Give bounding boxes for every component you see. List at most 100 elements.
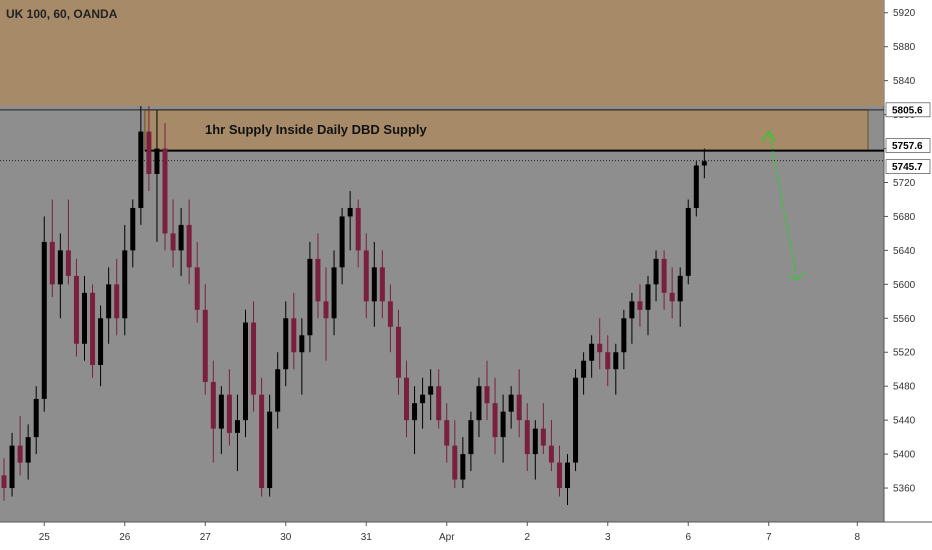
candle: [299, 318, 305, 395]
candle: [98, 305, 104, 387]
price-badge: 5757.6: [885, 138, 931, 153]
candle: [275, 352, 281, 429]
candle: [645, 275, 651, 336]
candle: [428, 369, 434, 421]
candle-body: [170, 233, 176, 251]
x-tick-label: 31: [361, 532, 373, 543]
candle: [194, 241, 200, 323]
candle-body: [65, 250, 71, 276]
candle: [234, 394, 240, 472]
candle: [363, 233, 369, 319]
candle: [17, 415, 23, 476]
candle-body: [436, 386, 442, 421]
candle: [82, 275, 87, 361]
candle: [605, 335, 611, 387]
candle-body: [315, 258, 321, 302]
candle-body: [371, 267, 377, 302]
candle-body: [412, 403, 418, 421]
candle: [669, 267, 675, 319]
candle: [218, 386, 224, 455]
candle: [49, 199, 55, 298]
price-axis-panel: [884, 0, 932, 522]
candle-body: [540, 428, 546, 446]
candle: [524, 403, 530, 472]
candle: [476, 377, 482, 438]
x-tick-label: 8: [855, 532, 861, 543]
candle-body: [476, 386, 482, 421]
x-tick-label: 7: [766, 532, 772, 543]
time-axis-panel: [0, 522, 932, 550]
candle: [637, 284, 643, 327]
candle-body: [653, 258, 659, 285]
chart-title: UK 100, 60, OANDA: [6, 7, 118, 21]
candle-body: [669, 292, 675, 302]
candle-body: [605, 352, 611, 370]
candle-body: [202, 309, 208, 382]
price-badge-label: 5745.7: [892, 162, 923, 173]
candle: [323, 267, 329, 361]
candle-body: [49, 241, 55, 285]
candle-body: [41, 241, 47, 399]
candle: [677, 267, 683, 327]
candle: [267, 394, 273, 497]
candle-body: [73, 275, 79, 344]
x-tick-label: 27: [200, 532, 212, 543]
candle-body: [379, 267, 385, 302]
candle-body: [243, 322, 248, 421]
candle: [371, 241, 377, 327]
candle: [661, 250, 667, 310]
y-tick-label: 5520: [893, 348, 916, 359]
candle-body: [251, 322, 257, 395]
candle: [259, 377, 265, 497]
candle-body: [194, 267, 200, 310]
candle: [355, 199, 361, 268]
candle-body: [701, 161, 707, 166]
candle-body: [508, 394, 514, 412]
candle: [33, 386, 39, 455]
candle-body: [363, 250, 369, 302]
candle: [146, 106, 152, 191]
candle: [41, 216, 47, 412]
candle: [226, 369, 232, 446]
candle-body: [685, 207, 691, 276]
candle: [154, 110, 160, 242]
candle: [291, 292, 297, 370]
candle: [186, 199, 192, 285]
candle: [540, 403, 546, 455]
candle-body: [25, 437, 31, 463]
candle: [701, 148, 707, 179]
x-tick-label: Apr: [439, 532, 455, 543]
candle-body: [347, 207, 353, 217]
candle-body: [452, 445, 458, 480]
candle: [621, 309, 627, 370]
candle: [202, 284, 208, 395]
candle-body: [1, 475, 7, 489]
y-tick-label: 5680: [893, 212, 916, 223]
price-badge-box: [885, 159, 931, 174]
candle-body: [146, 131, 152, 174]
projection-arrow: [761, 130, 807, 281]
candle-body: [565, 462, 570, 489]
candle-body: [645, 284, 651, 310]
candle: [9, 432, 15, 497]
candle: [508, 386, 514, 429]
candle: [1, 458, 7, 501]
candle-body: [629, 301, 635, 319]
candle-body: [33, 398, 39, 438]
candle-body: [500, 411, 506, 438]
candle: [653, 250, 659, 302]
y-tick-label: 5840: [893, 76, 916, 87]
y-tick-label: 5400: [893, 450, 916, 461]
candle-body: [267, 411, 273, 489]
candle-body: [404, 377, 409, 421]
candle-body: [460, 454, 466, 480]
candle-body: [387, 301, 393, 327]
candle-body: [291, 318, 297, 353]
candle-body: [178, 224, 184, 251]
candle-body: [589, 343, 595, 361]
candle: [420, 377, 426, 429]
candle: [90, 284, 96, 378]
candle-body: [275, 369, 281, 412]
hourly-supply-zone: [144, 109, 869, 152]
